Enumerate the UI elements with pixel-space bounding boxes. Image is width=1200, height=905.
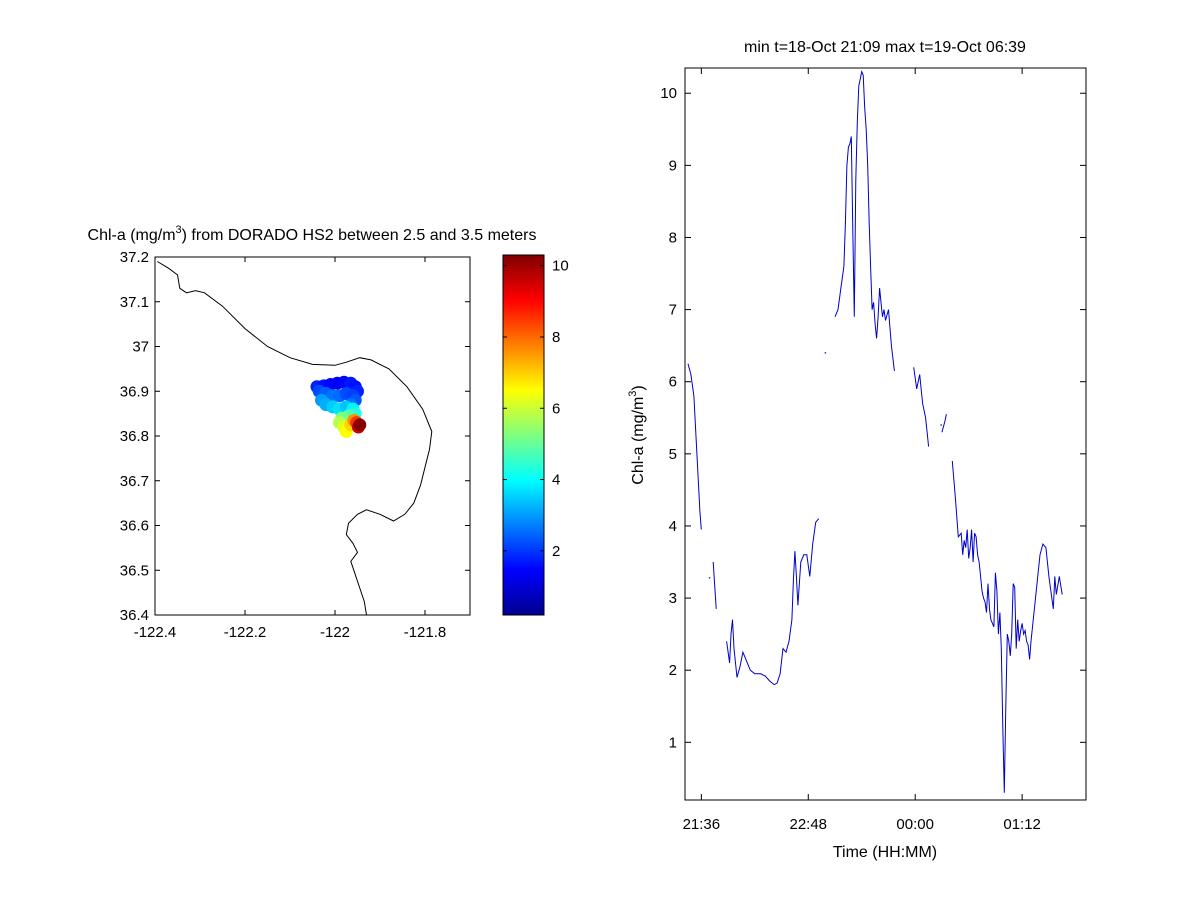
timeseries-x-tick-label: 01:12 [1003,816,1041,833]
map-y-tick-label: 37.1 [120,294,149,311]
map-y-tick-label: 36.8 [120,428,149,445]
series-segment [834,69,895,371]
map-y-tick-label: 36.5 [120,562,149,579]
map-x-tick-label: -122.4 [134,624,177,641]
timeseries-y-axis: 1 2 3 4 5 6 7 8 9 10 [660,85,1086,751]
timeseries-y-tick-label: 7 [669,302,677,319]
chl-a-series [687,69,1063,793]
colorbar: 2 4 6 8 10 [502,254,569,616]
map-y-tick-label: 37 [132,339,149,356]
map-y-tick-label: 37.2 [120,249,149,266]
observation-point [353,418,367,432]
map-x-axis: -122.4 -122.2 -122 -121.8 [134,257,447,641]
map-plot-area [154,256,471,616]
timeseries-plot-area [684,67,1087,801]
map-y-tick-label: 36.4 [120,607,149,624]
series-segment [687,363,702,530]
colorbar-tick-label: 10 [552,258,569,275]
map-y-tick-label: 36.7 [120,473,149,490]
timeseries-title: min t=18-Oct 21:09 max t=19-Oct 06:39 [744,39,1026,56]
timeseries-x-tick-label: 22:48 [789,816,827,833]
colorbar-tick-label: 4 [552,472,560,489]
colorbar-gradient [502,254,545,616]
timeseries-x-axis: 21:36 22:48 00:00 01:12 [683,68,1041,833]
timeseries-x-tick-label: 21:36 [683,816,721,833]
map-title: Chl-a (mg/m3) from DORADO HS2 between 2.… [88,224,537,244]
timeseries-x-label: Time (HH:MM) [833,844,937,861]
map-panel: Chl-a (mg/m3) from DORADO HS2 between 2.… [88,224,537,641]
series-segment [951,460,1063,793]
series-segment [913,367,930,447]
observation-points [310,375,367,439]
map-x-tick-label: -122 [320,624,350,641]
map-x-tick-label: -122.2 [224,624,267,641]
colorbar-tick-label: 6 [552,400,560,417]
timeseries-x-tick-label: 00:00 [896,816,934,833]
colorbar-tick-label: 2 [552,543,560,560]
timeseries-y-tick-label: 10 [660,85,677,102]
timeseries-y-tick-label: 4 [669,518,677,535]
timeseries-y-tick-label: 9 [669,157,677,174]
coastline [157,261,433,615]
series-segment [712,561,717,609]
colorbar-tick-label: 8 [552,329,560,346]
series-segment [941,414,947,433]
timeseries-panel: min t=18-Oct 21:09 max t=19-Oct 06:39 12… [627,39,1087,861]
map-x-tick-label: -121.8 [404,624,447,641]
timeseries-y-tick-label: 1 [669,734,677,751]
timeseries-y-tick-label: 6 [669,374,677,391]
series-segment [726,518,820,686]
map-y-axis: 36.4 36.5 36.6 36.7 36.8 36.9 37 37.1 37.2 [120,249,470,624]
timeseries-y-tick-label: 5 [669,446,677,463]
map-y-tick-label: 36.6 [120,518,149,535]
timeseries-y-tick-label: 2 [669,662,677,679]
timeseries-y-tick-label: 8 [669,229,677,246]
colorbar-ticks: 2 4 6 8 10 [503,258,569,560]
map-y-tick-label: 36.9 [120,383,149,400]
timeseries-y-label: Chl-a (mg/m3) [627,385,647,484]
timeseries-y-tick-label: 3 [669,590,677,607]
